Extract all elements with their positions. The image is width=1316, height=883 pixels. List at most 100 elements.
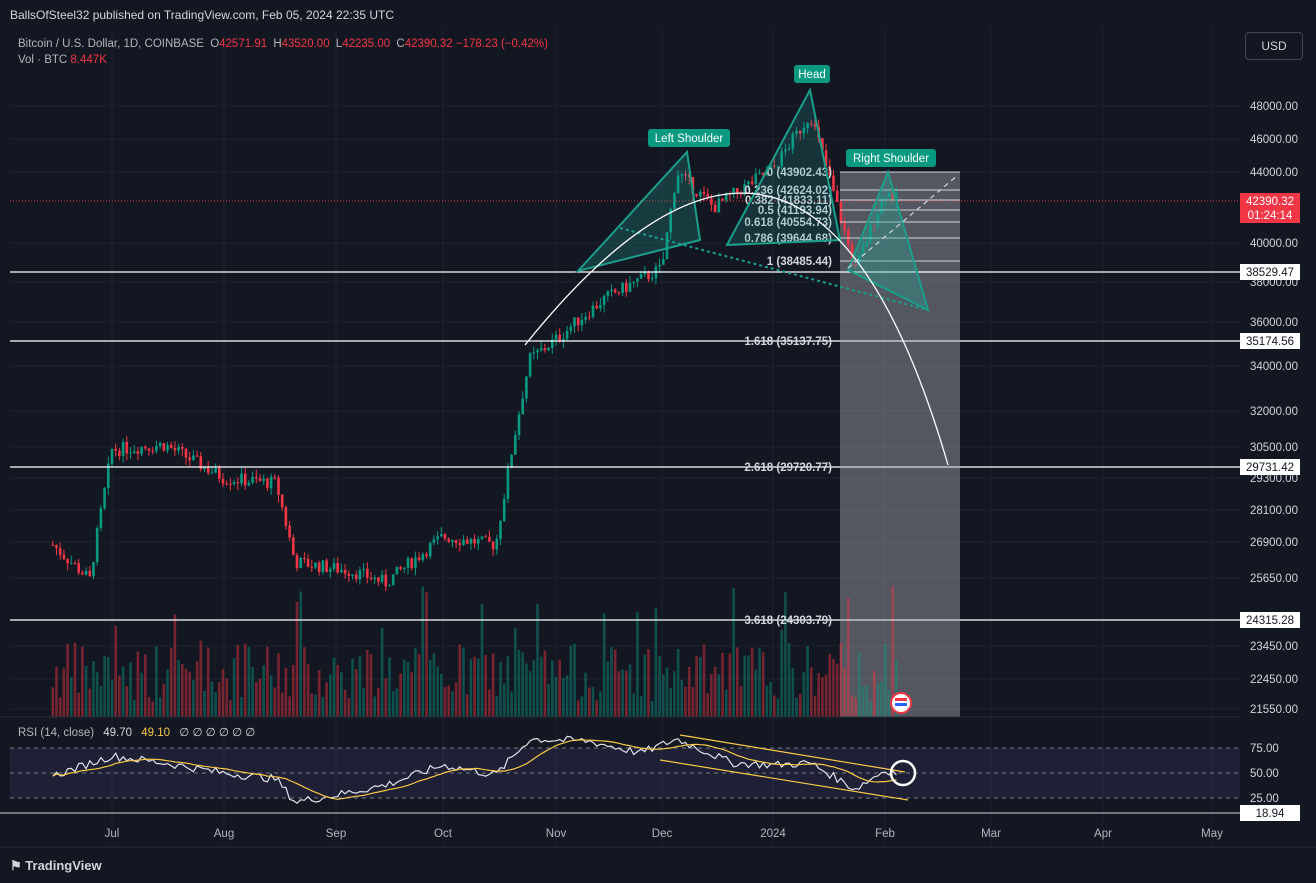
volume-bar [643,654,647,717]
candle-body [591,305,595,318]
candle-body [129,452,132,454]
candle-body [103,487,106,509]
volume-bar [802,672,806,717]
volume-bar [314,694,317,717]
symbol-name[interactable]: Bitcoin / U.S. Dollar, 1D, COINBASE [18,38,204,50]
candle-body [155,445,158,452]
volume-bar [77,692,80,717]
candle-body [151,450,154,452]
candle-body [673,193,676,209]
price-tick-label: 40000.00 [1250,238,1298,250]
candle-body [854,264,857,267]
candle-body [887,193,891,198]
rsi-value: 49.70 [103,727,133,739]
rsi-label[interactable]: RSI (14, close) [18,727,95,739]
candle-body [547,348,550,351]
volume-bar [798,694,802,717]
candle-body [303,557,306,559]
candle-body [551,339,554,349]
currency-button[interactable]: USD [1245,32,1303,60]
volume-bar [872,670,876,717]
candle-body [295,555,299,569]
candle-body [562,338,565,341]
candle-body [606,291,610,297]
open-value: 42571.91 [219,38,268,50]
volume-bar [732,588,735,717]
volume-bar [884,643,887,717]
volume-bar [247,646,251,717]
candle-body [251,476,254,483]
volume-value: 8.447K [70,54,107,66]
volume-bar [262,665,265,717]
volume-bar [865,685,869,717]
time-tick-label: Apr [1094,828,1112,840]
time-tick-label: Feb [875,828,895,840]
volume-bar [284,667,288,717]
event-flag-icon[interactable] [890,692,912,714]
candle-body [432,539,436,543]
candle-body [469,538,473,544]
volume-bar [780,629,783,717]
volume-bar [580,696,584,717]
volume-bar [421,586,425,717]
time-tick-label: Dec [652,828,673,840]
horizontal-levels[interactable] [10,200,1240,621]
rsi-highlight-circle [889,759,917,787]
head-and-shoulders-pattern[interactable] [524,87,959,466]
candle-body [554,334,558,340]
volume-bar [84,665,88,717]
candle-body [610,289,613,292]
candle-body [835,190,839,202]
volume-bar [721,652,724,717]
volume-bar [835,663,839,717]
volume-bar [621,669,624,717]
candle-body [421,554,425,560]
volume-bar [225,678,228,717]
candle-body [140,446,143,454]
time-axis[interactable]: Jul Aug Sep Oct Nov Dec 2024 Feb Mar Apr May [105,828,1223,840]
candle-body [299,557,302,569]
grid [10,28,1240,847]
volume-bar [399,673,402,717]
volume-bar [321,697,325,717]
tradingview-logo[interactable]: ⚑ TradingView [10,858,102,874]
rsi-ma-value: 49.10 [141,727,171,739]
volume-bar [55,666,58,717]
candle-body [488,536,491,542]
volume-bar [373,696,376,717]
volume-bar [51,687,55,717]
candle-body [569,326,573,331]
candles[interactable] [51,117,898,592]
volume-bar [617,671,621,717]
candle-body [73,562,77,564]
volume-bar [92,661,95,717]
rsi-trendlines[interactable] [659,734,909,801]
price-tick-label: 22450.00 [1250,674,1298,686]
candle-body [539,348,543,351]
candle-body [580,319,584,326]
volume-bar [880,681,883,717]
volume-bar [436,666,439,717]
candle-body [362,568,365,571]
volume-bar [551,660,554,717]
candle-body [55,545,58,549]
volume-bar [887,689,891,717]
volume-bar [558,659,561,717]
candle-body [680,174,684,176]
volume-bar [477,658,480,717]
candle-body [225,483,228,485]
volume-bar [221,668,225,717]
volume-bar [795,697,798,717]
candle-body [806,123,809,128]
candle-body [662,259,665,265]
candle-body [617,292,621,294]
candle-body [780,151,783,167]
volume-bar [295,601,299,717]
volume-bar [810,667,813,717]
candle-body [347,573,351,576]
candle-body [713,204,717,213]
volume-bar [58,697,62,717]
price-tick-label: 36000.00 [1250,317,1298,329]
candle-body [92,562,95,577]
